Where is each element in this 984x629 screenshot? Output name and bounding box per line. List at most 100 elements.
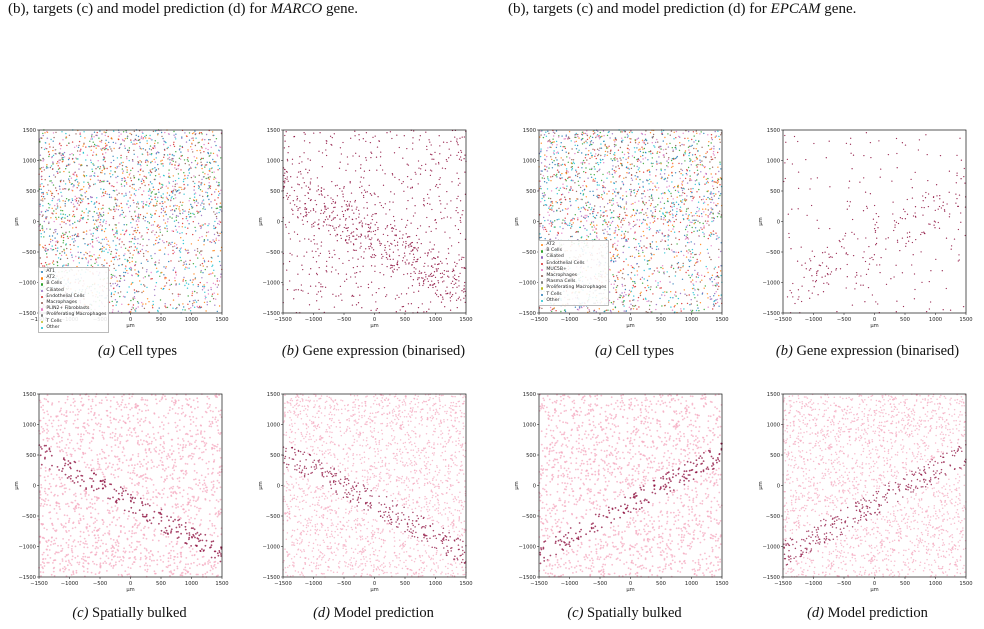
legend-marker xyxy=(541,262,544,265)
caption-right: (b), targets (c) and model prediction (d… xyxy=(508,0,856,19)
x-tick-label: 1000 xyxy=(929,317,942,323)
legend-marker xyxy=(541,268,544,272)
y-tick-label: −500 xyxy=(766,514,780,520)
y-tick-label: −1000 xyxy=(518,544,536,550)
spatial-plot: −1500 −1000 −500 0 500 1000 1500 1500 1000 500 0 −5… xyxy=(758,392,973,593)
legend-entry: AT2 xyxy=(41,275,106,281)
y-tick-label: 1500 xyxy=(767,128,780,134)
subcaption-text: Spatially bulked xyxy=(583,605,682,621)
y-tick-label: 500 xyxy=(270,189,280,195)
caption-left-post: gene. xyxy=(322,1,359,17)
y-tick-label: 1500 xyxy=(267,392,280,398)
subcaption-a-right: (a) Cell types xyxy=(527,343,742,360)
legend-entry: PLIN2+ Fibroblasts xyxy=(41,306,106,312)
panel-epcam-model-prediction: −1500 −1000 −500 0 500 1000 1500 1500 1000 500 0 −5… xyxy=(756,392,973,604)
x-axis-label: μm xyxy=(126,587,134,593)
subcaption-text: Spatially bulked xyxy=(88,605,187,621)
x-tick-label: 1000 xyxy=(685,581,698,587)
legend-label: Macrophages xyxy=(546,273,578,279)
legend-label: AT2 xyxy=(46,275,55,281)
legend-label: Endothelial Cells xyxy=(546,260,585,266)
legend-label: PLIN2+ Fibroblasts xyxy=(46,306,90,312)
subcaption-tag: (a) xyxy=(595,343,612,359)
y-tick-label: −1500 xyxy=(518,575,536,581)
legend-entry: AT2 xyxy=(541,242,606,248)
x-tick-label: −1000 xyxy=(805,581,823,587)
spatial-plot: −1500 −1000 −500 0 500 1000 1500 1500 1000 500 0 −5… xyxy=(14,392,229,593)
y-tick-label: 500 xyxy=(770,189,780,195)
x-tick-label: −1500 xyxy=(774,317,792,323)
legend-marker xyxy=(541,281,544,284)
y-tick-label: −500 xyxy=(22,514,36,520)
legend-marker xyxy=(541,250,544,253)
spatial-plot: −1500 −1000 −500 0 500 1000 1500 1500 1000 500 0 −5… xyxy=(514,392,729,593)
cell-scatter xyxy=(282,393,467,578)
y-tick-label: −500 xyxy=(266,250,280,256)
legend-marker xyxy=(41,308,44,311)
legend-entry: Endothelial Cells xyxy=(541,261,606,267)
legend-label: Macrophages xyxy=(46,300,78,306)
y-axis-label: μm xyxy=(14,217,20,225)
legend-label: Ciliated xyxy=(546,254,564,260)
legend-marker xyxy=(41,283,44,286)
y-tick-label: −500 xyxy=(522,514,536,520)
subcaption-tag: (c) xyxy=(567,605,584,621)
legend-entry: Plasma Cells xyxy=(541,279,606,285)
legend-marker xyxy=(41,320,44,323)
legend-entry: Proliferating Macrophages xyxy=(541,285,606,291)
y-tick-label: −1500 xyxy=(262,311,280,317)
x-tick-label: 1000 xyxy=(685,317,698,323)
y-tick-label: 1500 xyxy=(767,392,780,398)
x-tick-label: −1000 xyxy=(305,317,323,323)
legend-entry: B Cells xyxy=(41,281,106,287)
x-axis-label: μm xyxy=(370,587,378,593)
subcaption-tag: (b) xyxy=(775,343,793,359)
subcaption-b-left: (b) Gene expression (binarised) xyxy=(266,343,481,360)
panel-marco-cell-types: −1500−1000−500050010001500150010005000−5… xyxy=(12,128,229,340)
legend-label: B Cells xyxy=(546,248,562,254)
panel-epcam-spatially-bulked: −1500 −1000 −500 0 500 1000 1500 1500 1000 500 0 −5… xyxy=(512,392,729,604)
y-tick-label: 1000 xyxy=(267,422,280,428)
y-tick-label: −1500 xyxy=(262,575,280,581)
x-axis-label: μm xyxy=(626,587,634,593)
y-tick-label: −1500 xyxy=(18,575,36,581)
y-tick-label: 1500 xyxy=(23,128,36,134)
x-tick-label: 1000 xyxy=(429,317,442,323)
x-tick-label: −1000 xyxy=(561,317,579,323)
legend-entry: Endothelial Cells xyxy=(41,294,106,300)
legend-entry: Macrophages xyxy=(41,300,106,306)
y-tick-label: −1000 xyxy=(18,280,36,286)
y-tick-label: −1500 xyxy=(518,311,536,317)
subcaption-a-left: (a) Cell types xyxy=(30,343,245,360)
x-tick-label: 1000 xyxy=(929,581,942,587)
x-tick-label: −1500 xyxy=(274,317,292,323)
subcaption-text: Model prediction xyxy=(330,605,434,621)
gene-name-right: EPCAM xyxy=(770,1,821,17)
y-tick-label: 1000 xyxy=(767,158,780,164)
y-tick-label: 1500 xyxy=(523,128,536,134)
cell-scatter xyxy=(782,393,967,578)
subcaption-text: Gene expression (binarised) xyxy=(792,343,960,359)
x-tick-label: 1500 xyxy=(459,581,472,587)
x-tick-label: 500 xyxy=(656,581,666,587)
y-tick-label: 1000 xyxy=(267,158,280,164)
legend-entry: MUC5B+ xyxy=(541,267,606,273)
legend-marker xyxy=(41,270,44,274)
y-axis-label: μm xyxy=(258,217,264,225)
x-axis-label: μm xyxy=(626,323,634,329)
x-tick-label: 1000 xyxy=(185,581,198,587)
x-tick-label: −1000 xyxy=(61,581,79,587)
x-tick-label: 1000 xyxy=(429,581,442,587)
legend-entry: T Cells xyxy=(41,319,106,325)
legend-entry: Ciliated xyxy=(541,254,606,260)
legend-label: Other xyxy=(546,297,560,303)
legend-label: AT1 xyxy=(46,269,55,274)
caption-right-post: gene. xyxy=(820,1,857,17)
x-tick-label: 500 xyxy=(656,317,666,323)
y-tick-label: 0 xyxy=(277,219,280,225)
y-axis-label: μm xyxy=(758,481,764,489)
y-tick-label: 1000 xyxy=(523,158,536,164)
y-tick-label: 0 xyxy=(533,483,536,489)
legend-label: T Cells xyxy=(46,318,62,324)
legend-label: Endothelial Cells xyxy=(46,293,85,299)
